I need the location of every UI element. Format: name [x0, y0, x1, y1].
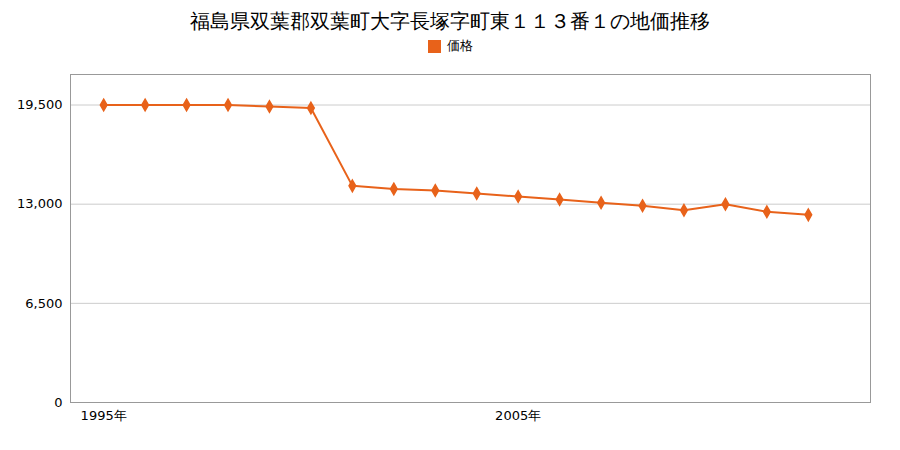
svg-text:19,500: 19,500: [17, 97, 63, 112]
svg-text:13,000: 13,000: [17, 196, 63, 211]
svg-text:0: 0: [54, 395, 62, 410]
html-text:福島県双葉郡双葉町大字長塚字町東１１３番１の地価推移: 福島県双葉郡双葉町大字長塚字町東１１３番１の地価推移: [190, 9, 710, 33]
svg-text:2005年: 2005年: [495, 408, 541, 423]
svg-text:6,500: 6,500: [25, 295, 62, 310]
svg-text:1995年: 1995年: [81, 408, 127, 423]
html-text:価格: 価格: [446, 38, 473, 53]
